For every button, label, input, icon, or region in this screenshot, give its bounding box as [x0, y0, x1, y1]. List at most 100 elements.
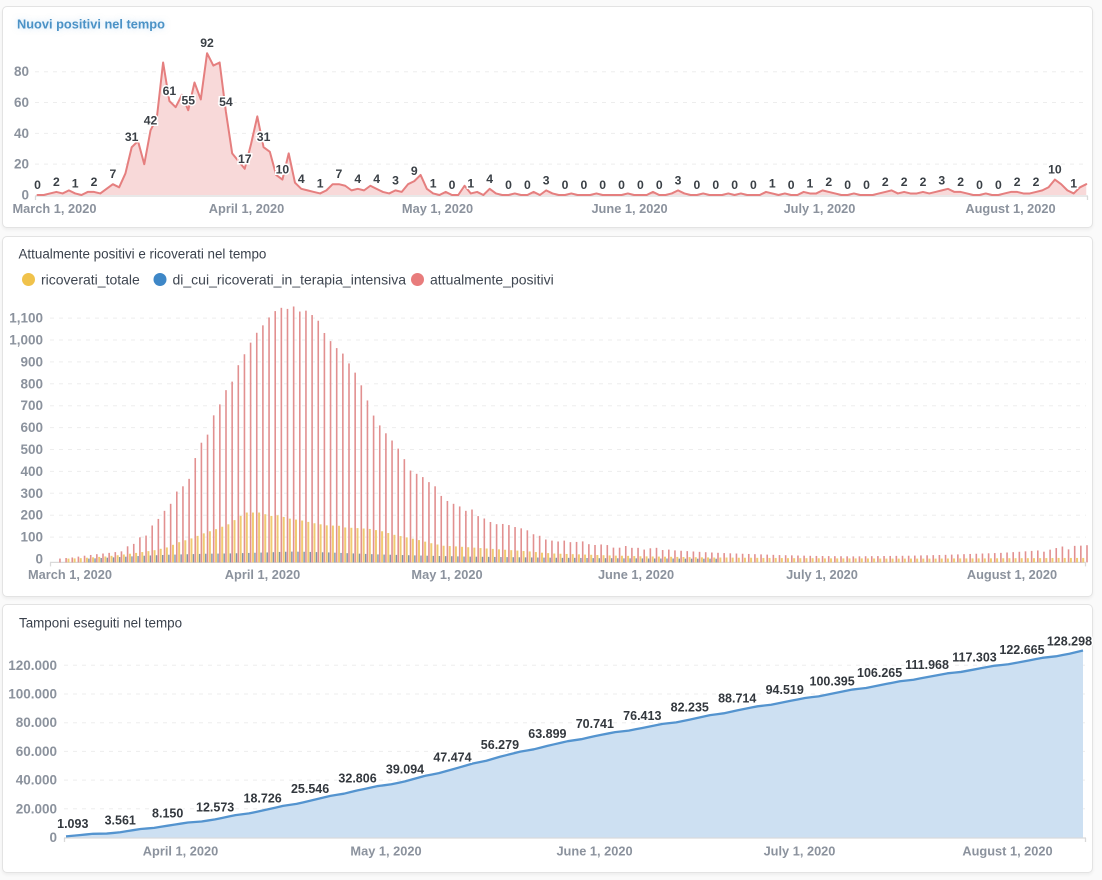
svg-text:100.000: 100.000	[8, 687, 57, 702]
svg-text:39.094: 39.094	[386, 762, 424, 776]
svg-text:0: 0	[599, 178, 606, 192]
svg-text:May 1, 2020: May 1, 2020	[350, 844, 421, 859]
svg-text:April 1, 2020: April 1, 2020	[225, 567, 300, 582]
svg-text:0: 0	[35, 552, 43, 567]
svg-text:63.899: 63.899	[528, 727, 566, 741]
svg-text:42: 42	[144, 113, 158, 127]
svg-text:August 1, 2020: August 1, 2020	[965, 201, 1055, 216]
svg-text:0: 0	[618, 178, 625, 192]
svg-text:1.093: 1.093	[57, 817, 88, 831]
svg-text:56.279: 56.279	[481, 738, 519, 752]
svg-text:106.265: 106.265	[857, 666, 902, 680]
svg-text:70.741: 70.741	[576, 717, 614, 731]
svg-text:ricoverati_totale: ricoverati_totale	[41, 272, 140, 288]
svg-text:200: 200	[20, 508, 43, 523]
svg-text:3.561: 3.561	[105, 813, 136, 827]
svg-text:Tamponi eseguiti nel tempo: Tamponi eseguiti nel tempo	[19, 616, 182, 631]
svg-text:80.000: 80.000	[16, 715, 57, 730]
svg-text:0: 0	[637, 178, 644, 192]
svg-text:0: 0	[712, 178, 719, 192]
svg-text:4: 4	[486, 172, 493, 186]
svg-text:60.000: 60.000	[16, 744, 57, 759]
svg-text:3: 3	[543, 173, 550, 187]
svg-text:0: 0	[449, 178, 456, 192]
svg-text:82.235: 82.235	[671, 701, 709, 715]
svg-text:54: 54	[219, 95, 233, 109]
svg-text:0: 0	[731, 178, 738, 192]
svg-text:0: 0	[844, 178, 851, 192]
svg-text:400: 400	[20, 464, 43, 479]
svg-text:0: 0	[49, 830, 57, 845]
svg-text:2: 2	[1014, 175, 1021, 189]
svg-text:7: 7	[109, 167, 116, 181]
svg-text:1,000: 1,000	[9, 333, 43, 348]
svg-text:20.000: 20.000	[16, 801, 57, 816]
svg-text:di_cui_ricoverati_in_terapia_i: di_cui_ricoverati_in_terapia_intensiva	[173, 272, 407, 288]
svg-text:80: 80	[14, 64, 29, 79]
svg-text:0: 0	[21, 188, 29, 203]
svg-text:1: 1	[467, 176, 474, 190]
svg-text:May 1, 2020: May 1, 2020	[411, 567, 482, 582]
svg-text:Attualmente positivi e ricover: Attualmente positivi e ricoverati nel te…	[19, 247, 267, 262]
svg-text:0: 0	[863, 178, 870, 192]
svg-text:3: 3	[675, 173, 682, 187]
svg-text:40.000: 40.000	[16, 773, 57, 788]
svg-text:0: 0	[524, 178, 531, 192]
svg-text:600: 600	[20, 420, 43, 435]
svg-text:128.298: 128.298	[1047, 635, 1092, 649]
svg-text:March 1, 2020: March 1, 2020	[13, 201, 97, 216]
svg-text:94.519: 94.519	[766, 683, 804, 697]
svg-text:0: 0	[34, 178, 41, 192]
svg-text:1: 1	[72, 176, 79, 190]
svg-text:700: 700	[20, 398, 43, 413]
svg-text:10: 10	[276, 163, 290, 177]
svg-text:0: 0	[788, 178, 795, 192]
svg-text:July 1, 2020: July 1, 2020	[784, 201, 856, 216]
svg-text:1: 1	[1070, 176, 1077, 190]
svg-text:122.665: 122.665	[999, 643, 1044, 657]
svg-text:25.546: 25.546	[291, 782, 329, 796]
svg-text:August 1, 2020: August 1, 2020	[967, 567, 1057, 582]
svg-text:0: 0	[694, 178, 701, 192]
svg-text:2: 2	[825, 175, 832, 189]
svg-text:1: 1	[317, 176, 324, 190]
svg-text:800: 800	[20, 376, 43, 391]
svg-text:117.303: 117.303	[952, 650, 997, 664]
svg-text:4: 4	[354, 172, 361, 186]
svg-text:7: 7	[336, 167, 343, 181]
svg-text:300: 300	[20, 486, 43, 501]
svg-text:July 1, 2020: July 1, 2020	[786, 567, 858, 582]
svg-text:40: 40	[14, 126, 29, 141]
svg-text:500: 500	[20, 442, 43, 457]
svg-text:March 1, 2020: March 1, 2020	[28, 567, 112, 582]
svg-text:12.573: 12.573	[196, 800, 234, 814]
svg-text:0: 0	[995, 178, 1002, 192]
svg-text:April 1, 2020: April 1, 2020	[209, 201, 284, 216]
svg-text:June 1, 2020: June 1, 2020	[598, 567, 674, 582]
svg-text:May 1, 2020: May 1, 2020	[402, 201, 473, 216]
svg-text:0: 0	[505, 178, 512, 192]
svg-text:9: 9	[411, 164, 418, 178]
svg-text:June 1, 2020: June 1, 2020	[591, 201, 667, 216]
svg-text:61: 61	[163, 84, 177, 98]
svg-text:111.968: 111.968	[905, 658, 949, 672]
svg-text:1: 1	[807, 176, 814, 190]
svg-text:attualmente_positivi: attualmente_positivi	[430, 272, 554, 288]
svg-text:3: 3	[392, 173, 399, 187]
svg-text:31: 31	[257, 130, 271, 144]
svg-text:55: 55	[181, 93, 195, 107]
svg-text:76.413: 76.413	[623, 709, 661, 723]
svg-text:0: 0	[976, 178, 983, 192]
svg-text:900: 900	[20, 354, 43, 369]
svg-text:17: 17	[238, 152, 252, 166]
svg-text:92: 92	[200, 36, 214, 50]
svg-text:0: 0	[750, 178, 757, 192]
svg-text:60: 60	[14, 95, 29, 110]
svg-text:47.474: 47.474	[433, 750, 471, 764]
svg-text:2: 2	[882, 175, 889, 189]
svg-text:88.714: 88.714	[718, 691, 756, 705]
svg-text:2: 2	[1033, 175, 1040, 189]
svg-text:4: 4	[373, 172, 380, 186]
svg-text:2: 2	[920, 175, 927, 189]
svg-text:18.726: 18.726	[244, 792, 282, 806]
